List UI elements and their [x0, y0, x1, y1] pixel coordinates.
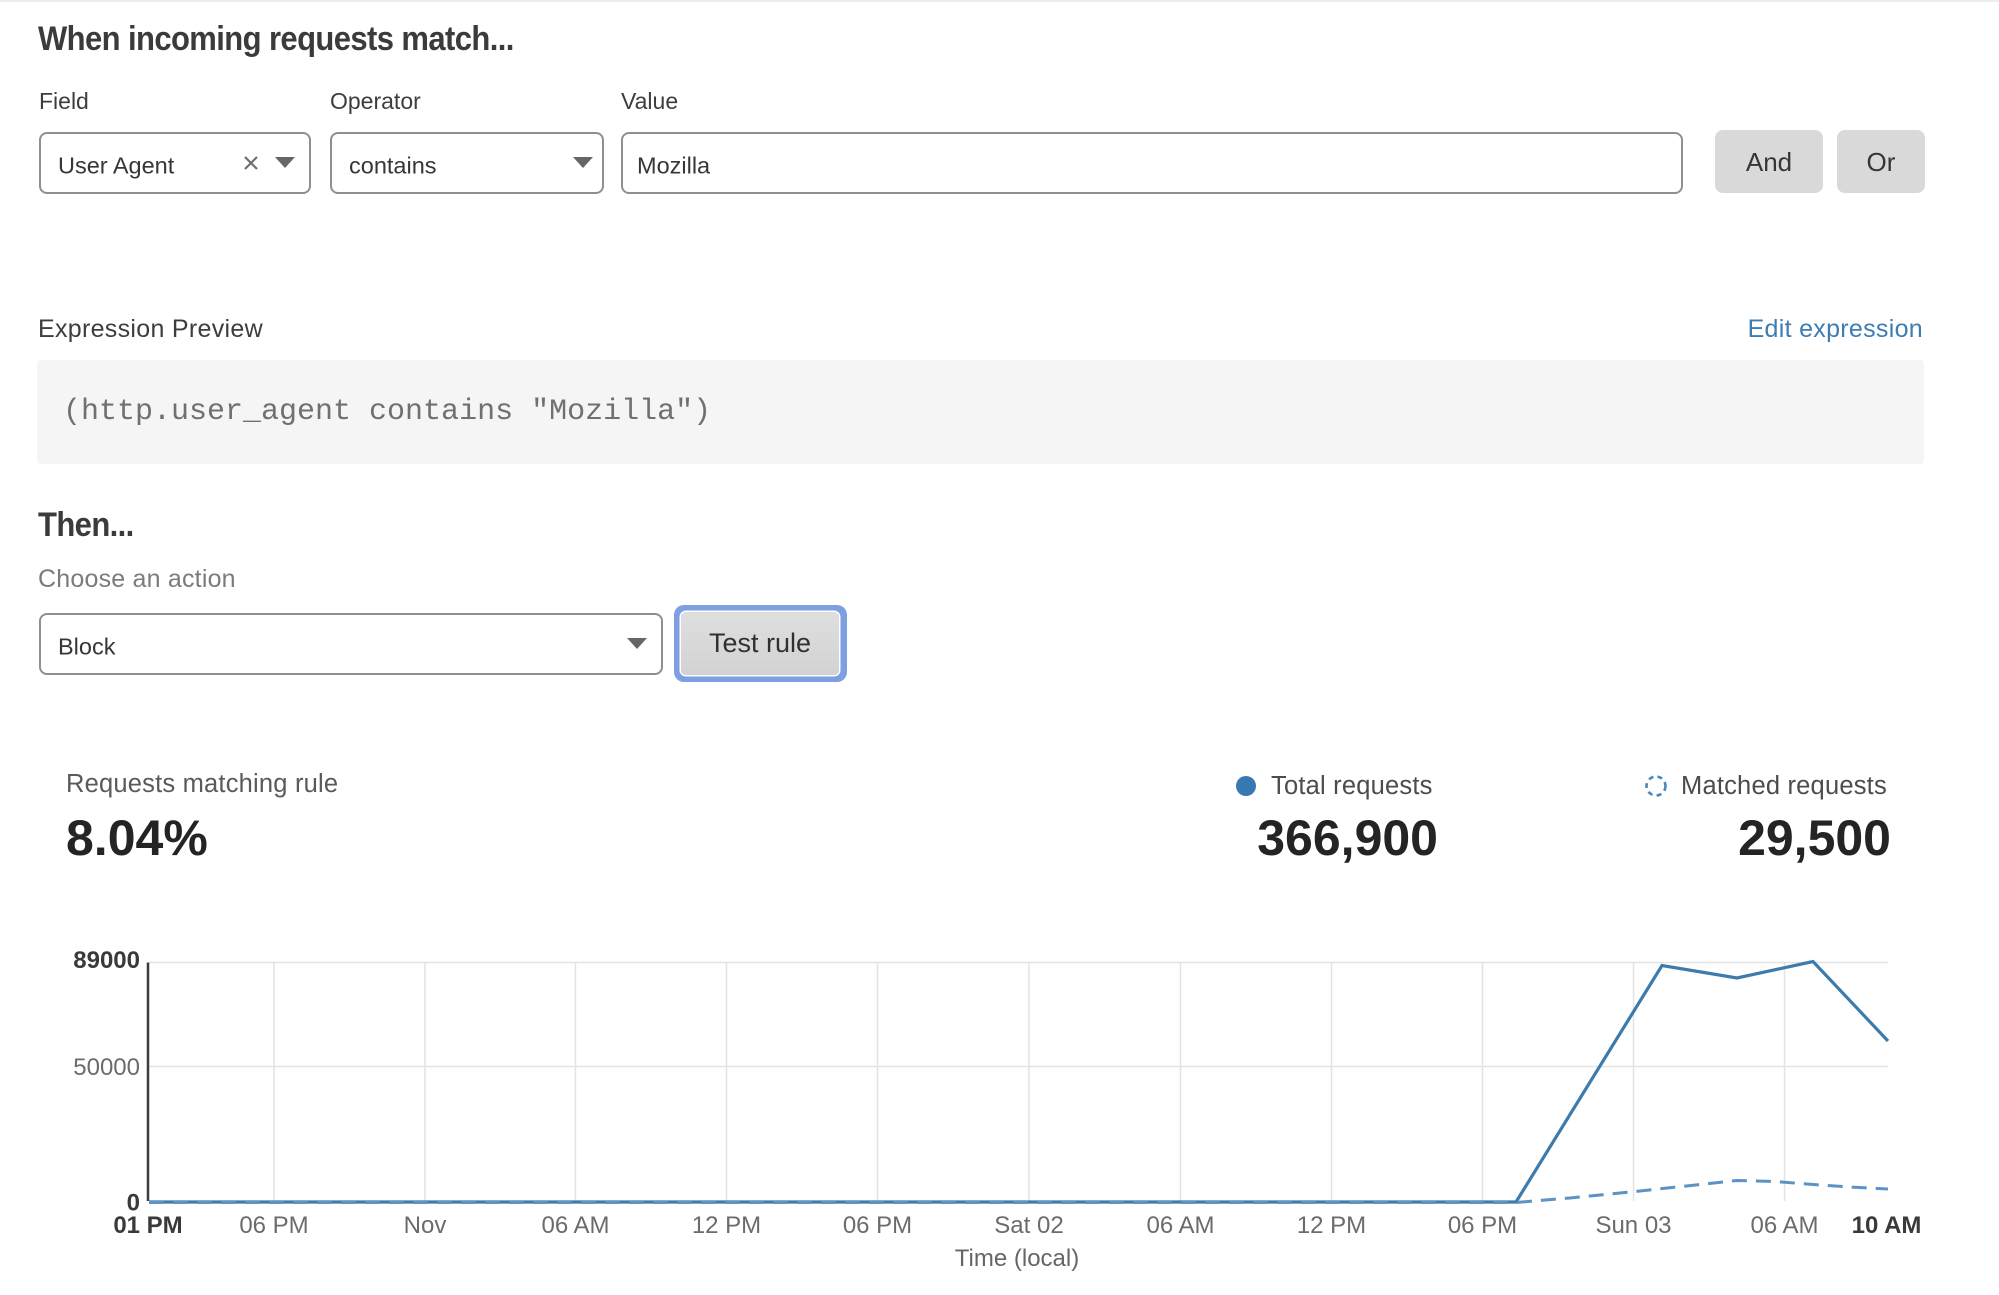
svg-text:06 PM: 06 PM: [239, 1212, 308, 1239]
svg-text:Nov: Nov: [404, 1212, 447, 1239]
svg-text:Sat 02: Sat 02: [994, 1212, 1063, 1239]
svg-text:12 PM: 12 PM: [1297, 1212, 1366, 1239]
svg-text:06 AM: 06 AM: [1750, 1212, 1818, 1239]
svg-text:12 PM: 12 PM: [692, 1212, 761, 1239]
svg-text:06 AM: 06 AM: [541, 1212, 609, 1239]
svg-text:Sun 03: Sun 03: [1595, 1212, 1671, 1239]
svg-text:89000: 89000: [73, 947, 140, 974]
svg-text:01 PM: 01 PM: [113, 1212, 182, 1239]
svg-text:06 PM: 06 PM: [1448, 1212, 1517, 1239]
svg-text:06 PM: 06 PM: [843, 1212, 912, 1239]
svg-text:0: 0: [127, 1190, 140, 1217]
svg-text:50000: 50000: [73, 1054, 140, 1081]
svg-text:Time (local): Time (local): [955, 1245, 1079, 1272]
svg-text:06 AM: 06 AM: [1146, 1212, 1214, 1239]
svg-text:10 AM: 10 AM: [1852, 1212, 1922, 1239]
